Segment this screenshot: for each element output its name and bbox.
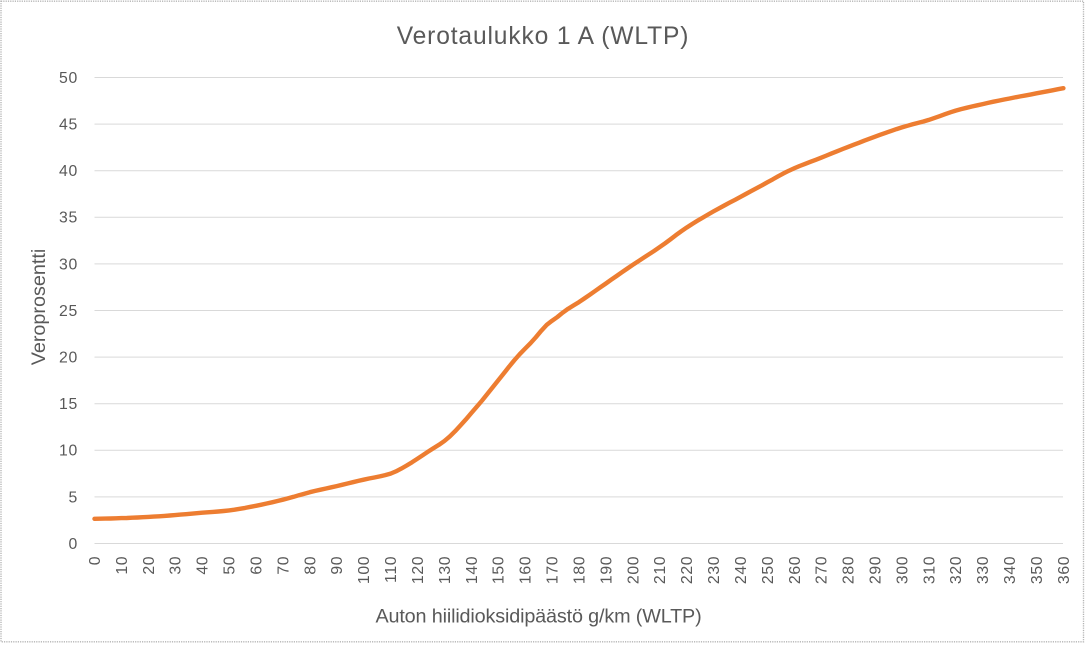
svg-text:340: 340 xyxy=(1002,556,1019,584)
svg-text:80: 80 xyxy=(302,556,319,575)
svg-text:50: 50 xyxy=(59,70,78,87)
svg-text:Veroprosentti: Veroprosentti xyxy=(28,249,50,366)
svg-text:15: 15 xyxy=(59,396,78,413)
svg-text:0: 0 xyxy=(69,536,79,553)
svg-text:0: 0 xyxy=(87,556,104,566)
svg-text:20: 20 xyxy=(141,556,158,575)
svg-text:130: 130 xyxy=(437,556,454,584)
svg-text:30: 30 xyxy=(168,556,185,575)
svg-text:260: 260 xyxy=(787,556,804,584)
svg-text:5: 5 xyxy=(69,489,79,506)
svg-text:45: 45 xyxy=(59,117,78,134)
svg-text:120: 120 xyxy=(410,556,427,584)
svg-text:10: 10 xyxy=(59,443,78,460)
svg-text:150: 150 xyxy=(491,556,508,584)
svg-text:360: 360 xyxy=(1056,556,1073,584)
svg-text:25: 25 xyxy=(59,303,78,320)
svg-text:250: 250 xyxy=(760,556,777,584)
svg-text:190: 190 xyxy=(598,556,615,584)
svg-text:220: 220 xyxy=(679,556,696,584)
svg-text:210: 210 xyxy=(652,556,669,584)
svg-text:40: 40 xyxy=(59,163,78,180)
svg-text:30: 30 xyxy=(59,256,78,273)
svg-text:330: 330 xyxy=(975,556,992,584)
svg-text:100: 100 xyxy=(356,556,373,584)
svg-text:60: 60 xyxy=(249,556,266,575)
svg-text:140: 140 xyxy=(464,556,481,584)
svg-text:35: 35 xyxy=(59,210,78,227)
svg-text:70: 70 xyxy=(275,556,292,575)
svg-text:50: 50 xyxy=(222,556,239,575)
svg-text:40: 40 xyxy=(195,556,212,575)
svg-text:270: 270 xyxy=(814,556,831,584)
svg-text:200: 200 xyxy=(625,556,642,584)
svg-text:240: 240 xyxy=(733,556,750,584)
svg-text:170: 170 xyxy=(545,556,562,584)
svg-text:Auton hiilidioksidipäästö g/km: Auton hiilidioksidipäästö g/km (WLTP) xyxy=(375,606,701,628)
svg-text:20: 20 xyxy=(59,350,78,367)
svg-text:Verotaulukko 1 A (WLTP): Verotaulukko 1 A (WLTP) xyxy=(397,23,689,50)
svg-text:310: 310 xyxy=(921,556,938,584)
svg-text:180: 180 xyxy=(572,556,589,584)
svg-text:230: 230 xyxy=(706,556,723,584)
svg-text:10: 10 xyxy=(114,556,131,575)
svg-text:110: 110 xyxy=(383,556,400,583)
svg-text:160: 160 xyxy=(518,556,535,584)
svg-text:320: 320 xyxy=(948,556,965,584)
svg-text:90: 90 xyxy=(329,556,346,575)
svg-text:350: 350 xyxy=(1029,556,1046,584)
svg-text:280: 280 xyxy=(841,556,858,584)
svg-text:290: 290 xyxy=(868,556,885,584)
svg-text:300: 300 xyxy=(894,556,911,584)
